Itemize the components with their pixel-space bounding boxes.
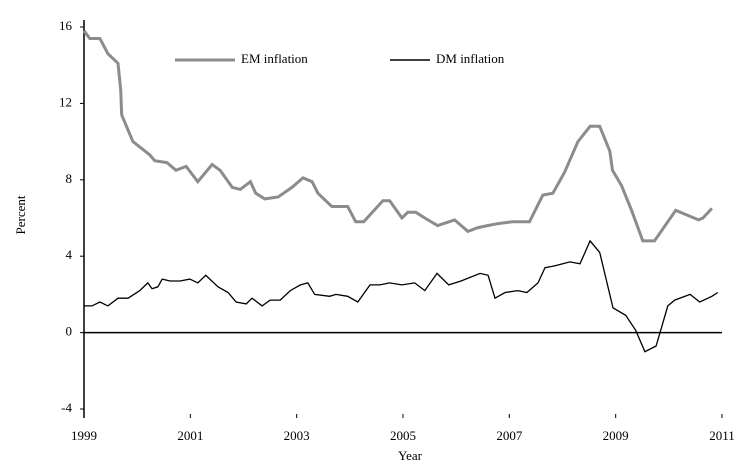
x-tick-label: 2009	[603, 428, 629, 443]
data-line	[82, 29, 713, 243]
x-tick-label: 2003	[284, 428, 310, 443]
x-axis-label: Year	[398, 448, 423, 463]
x-tick-label: 2001	[177, 428, 203, 443]
y-axis-label: Percent	[13, 195, 28, 234]
x-tick-label: 1999	[71, 428, 97, 443]
y-tick-label: 8	[66, 171, 73, 186]
x-tick-label: 2005	[390, 428, 416, 443]
y-tick-label: -4	[61, 400, 72, 415]
y-tick-label: 16	[59, 18, 73, 33]
y-tick-label: 0	[66, 324, 73, 339]
x-tick-label: 2007	[496, 428, 523, 443]
y-tick-label: 12	[59, 94, 72, 109]
x-tick-label: 2011	[709, 428, 735, 443]
legend-label: EM inflation	[241, 51, 308, 66]
legend-label: DM inflation	[436, 51, 505, 66]
y-tick-label: 4	[66, 247, 73, 262]
data-line	[84, 239, 719, 353]
